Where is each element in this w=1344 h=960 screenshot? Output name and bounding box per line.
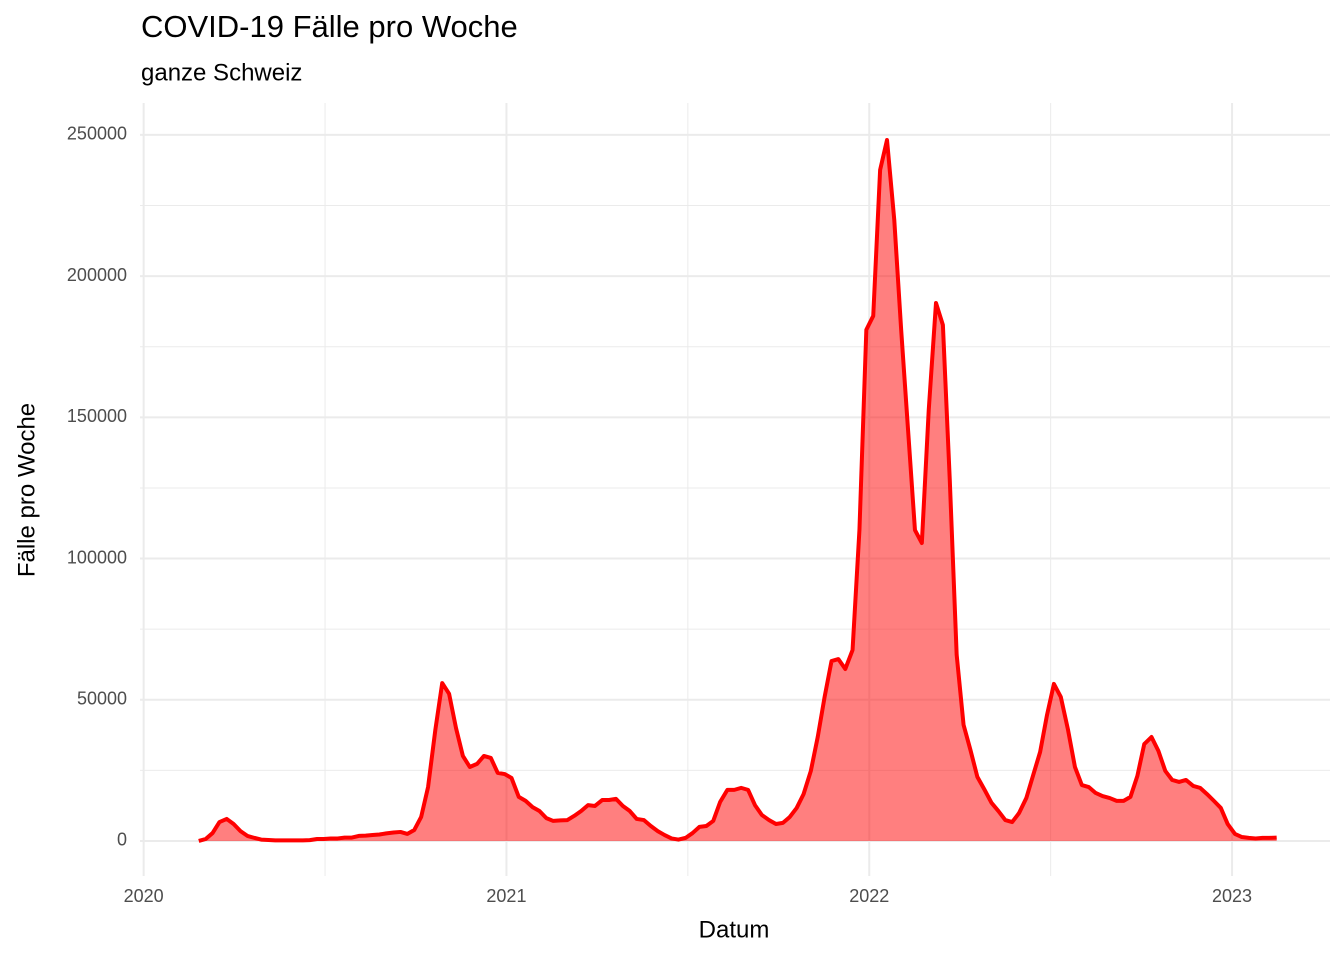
- x-tick-label: 2023: [1212, 886, 1252, 906]
- y-tick-label: 200000: [67, 265, 127, 285]
- y-tick-label: 100000: [67, 547, 127, 567]
- tick-labels: 0 50000 100000 150000 200000 250000 2020 2021 20…: [67, 124, 1252, 906]
- x-axis-title: Datum: [699, 916, 770, 943]
- x-tick-label: 2022: [849, 886, 889, 906]
- line: [198, 138, 1277, 843]
- chart-subtitle: ganze Schweiz: [141, 59, 302, 86]
- chart-title: COVID-19 Fälle pro Woche: [141, 9, 518, 44]
- plot-marks: [198, 138, 1277, 843]
- area: [198, 140, 1277, 841]
- x-tick-label: 2021: [486, 886, 526, 906]
- y-tick-label: 250000: [67, 124, 127, 144]
- y-tick-label: 0: [117, 830, 127, 850]
- y-tick-label: 150000: [67, 406, 127, 426]
- y-axis-title: Fälle pro Woche: [13, 403, 40, 577]
- x-tick-label: 2020: [124, 886, 164, 906]
- y-tick-label: 50000: [77, 689, 127, 709]
